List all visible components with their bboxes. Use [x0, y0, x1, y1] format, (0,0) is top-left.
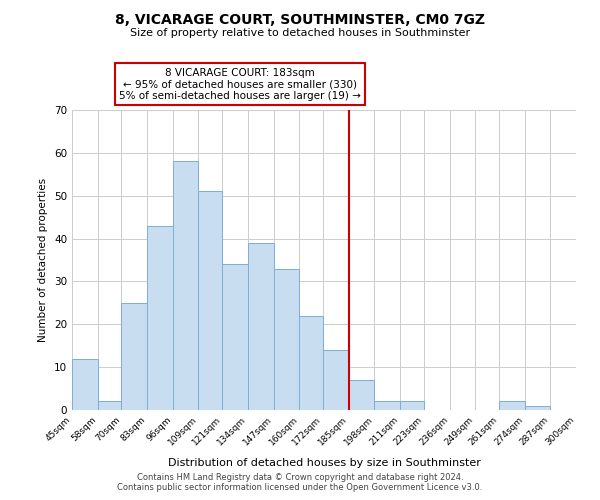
Text: Contains public sector information licensed under the Open Government Licence v3: Contains public sector information licen…	[118, 483, 482, 492]
Text: Contains HM Land Registry data © Crown copyright and database right 2024.: Contains HM Land Registry data © Crown c…	[137, 473, 463, 482]
Bar	[274, 268, 299, 410]
Bar	[374, 402, 400, 410]
Bar	[121, 303, 147, 410]
Bar	[400, 402, 424, 410]
Bar	[299, 316, 323, 410]
X-axis label: Distribution of detached houses by size in Southminster: Distribution of detached houses by size …	[167, 458, 481, 468]
Bar	[173, 162, 199, 410]
Bar	[248, 243, 274, 410]
Bar	[524, 406, 550, 410]
Bar	[323, 350, 349, 410]
Bar	[349, 380, 374, 410]
Text: 8 VICARAGE COURT: 183sqm
← 95% of detached houses are smaller (330)
5% of semi-d: 8 VICARAGE COURT: 183sqm ← 95% of detach…	[119, 68, 361, 100]
Y-axis label: Number of detached properties: Number of detached properties	[38, 178, 49, 342]
Bar	[199, 192, 222, 410]
Bar	[72, 358, 98, 410]
Bar	[499, 402, 524, 410]
Bar	[147, 226, 173, 410]
Text: Size of property relative to detached houses in Southminster: Size of property relative to detached ho…	[130, 28, 470, 38]
Bar	[222, 264, 248, 410]
Text: 8, VICARAGE COURT, SOUTHMINSTER, CM0 7GZ: 8, VICARAGE COURT, SOUTHMINSTER, CM0 7GZ	[115, 12, 485, 26]
Bar	[98, 402, 121, 410]
